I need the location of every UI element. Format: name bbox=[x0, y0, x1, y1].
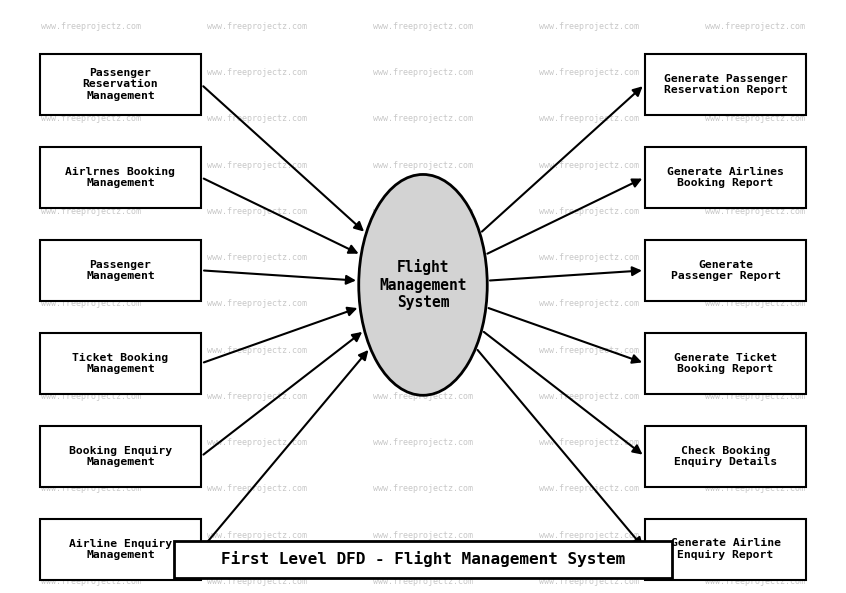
FancyBboxPatch shape bbox=[645, 333, 806, 394]
FancyBboxPatch shape bbox=[40, 426, 201, 487]
Text: Generate Airline
Enquiry Report: Generate Airline Enquiry Report bbox=[671, 538, 781, 560]
Text: www.freeprojectz.com: www.freeprojectz.com bbox=[539, 68, 639, 77]
Text: www.freeprojectz.com: www.freeprojectz.com bbox=[539, 299, 639, 308]
Text: www.freeprojectz.com: www.freeprojectz.com bbox=[705, 577, 805, 586]
Text: www.freeprojectz.com: www.freeprojectz.com bbox=[207, 531, 307, 540]
Text: www.freeprojectz.com: www.freeprojectz.com bbox=[207, 484, 307, 493]
Text: www.freeprojectz.com: www.freeprojectz.com bbox=[705, 438, 805, 447]
Text: www.freeprojectz.com: www.freeprojectz.com bbox=[41, 392, 141, 401]
Text: www.freeprojectz.com: www.freeprojectz.com bbox=[41, 22, 141, 31]
Text: Generate
Passenger Report: Generate Passenger Report bbox=[671, 260, 781, 281]
Text: www.freeprojectz.com: www.freeprojectz.com bbox=[539, 531, 639, 540]
Text: www.freeprojectz.com: www.freeprojectz.com bbox=[41, 114, 141, 123]
Text: www.freeprojectz.com: www.freeprojectz.com bbox=[373, 484, 473, 493]
Text: www.freeprojectz.com: www.freeprojectz.com bbox=[41, 577, 141, 586]
Text: www.freeprojectz.com: www.freeprojectz.com bbox=[705, 299, 805, 308]
Text: www.freeprojectz.com: www.freeprojectz.com bbox=[41, 438, 141, 447]
FancyBboxPatch shape bbox=[174, 541, 672, 578]
Text: www.freeprojectz.com: www.freeprojectz.com bbox=[41, 161, 141, 170]
Text: www.freeprojectz.com: www.freeprojectz.com bbox=[207, 346, 307, 355]
Text: Airline Enquiry
Management: Airline Enquiry Management bbox=[69, 538, 172, 560]
Text: www.freeprojectz.com: www.freeprojectz.com bbox=[207, 299, 307, 308]
Text: www.freeprojectz.com: www.freeprojectz.com bbox=[207, 253, 307, 262]
FancyBboxPatch shape bbox=[40, 147, 201, 208]
Text: Flight
Management
System: Flight Management System bbox=[379, 260, 467, 310]
Ellipse shape bbox=[359, 174, 487, 396]
Text: www.freeprojectz.com: www.freeprojectz.com bbox=[41, 253, 141, 262]
Text: www.freeprojectz.com: www.freeprojectz.com bbox=[41, 207, 141, 216]
Text: www.freeprojectz.com: www.freeprojectz.com bbox=[373, 346, 473, 355]
Text: www.freeprojectz.com: www.freeprojectz.com bbox=[705, 531, 805, 540]
Text: www.freeprojectz.com: www.freeprojectz.com bbox=[373, 114, 473, 123]
Text: www.freeprojectz.com: www.freeprojectz.com bbox=[539, 161, 639, 170]
FancyBboxPatch shape bbox=[645, 240, 806, 301]
Text: www.freeprojectz.com: www.freeprojectz.com bbox=[705, 68, 805, 77]
Text: Airlrnes Booking
Management: Airlrnes Booking Management bbox=[65, 167, 175, 188]
Text: www.freeprojectz.com: www.freeprojectz.com bbox=[539, 253, 639, 262]
FancyBboxPatch shape bbox=[40, 519, 201, 580]
Text: www.freeprojectz.com: www.freeprojectz.com bbox=[41, 299, 141, 308]
Text: Booking Enquiry
Management: Booking Enquiry Management bbox=[69, 445, 172, 467]
Text: www.freeprojectz.com: www.freeprojectz.com bbox=[207, 161, 307, 170]
Text: www.freeprojectz.com: www.freeprojectz.com bbox=[373, 22, 473, 31]
Text: www.freeprojectz.com: www.freeprojectz.com bbox=[705, 114, 805, 123]
FancyBboxPatch shape bbox=[40, 333, 201, 394]
Text: www.freeprojectz.com: www.freeprojectz.com bbox=[539, 114, 639, 123]
Text: www.freeprojectz.com: www.freeprojectz.com bbox=[41, 531, 141, 540]
Text: www.freeprojectz.com: www.freeprojectz.com bbox=[705, 22, 805, 31]
Text: Generate Airlines
Booking Report: Generate Airlines Booking Report bbox=[667, 167, 784, 188]
FancyBboxPatch shape bbox=[645, 426, 806, 487]
Text: www.freeprojectz.com: www.freeprojectz.com bbox=[41, 484, 141, 493]
Text: www.freeprojectz.com: www.freeprojectz.com bbox=[373, 438, 473, 447]
Text: www.freeprojectz.com: www.freeprojectz.com bbox=[207, 577, 307, 586]
Text: Generate Passenger
Reservation Report: Generate Passenger Reservation Report bbox=[664, 74, 788, 95]
Text: www.freeprojectz.com: www.freeprojectz.com bbox=[539, 22, 639, 31]
FancyBboxPatch shape bbox=[645, 54, 806, 115]
FancyBboxPatch shape bbox=[645, 519, 806, 580]
Text: www.freeprojectz.com: www.freeprojectz.com bbox=[207, 114, 307, 123]
Text: Generate Ticket
Booking Report: Generate Ticket Booking Report bbox=[674, 352, 777, 374]
Text: www.freeprojectz.com: www.freeprojectz.com bbox=[373, 161, 473, 170]
Text: www.freeprojectz.com: www.freeprojectz.com bbox=[539, 438, 639, 447]
Text: www.freeprojectz.com: www.freeprojectz.com bbox=[705, 161, 805, 170]
Text: Passenger
Management: Passenger Management bbox=[86, 260, 155, 281]
Text: www.freeprojectz.com: www.freeprojectz.com bbox=[207, 392, 307, 401]
Text: www.freeprojectz.com: www.freeprojectz.com bbox=[539, 346, 639, 355]
FancyBboxPatch shape bbox=[645, 147, 806, 208]
Text: www.freeprojectz.com: www.freeprojectz.com bbox=[373, 253, 473, 262]
Text: First Level DFD - Flight Management System: First Level DFD - Flight Management Syst… bbox=[221, 551, 625, 568]
Text: www.freeprojectz.com: www.freeprojectz.com bbox=[539, 577, 639, 586]
Text: Check Booking
Enquiry Details: Check Booking Enquiry Details bbox=[674, 445, 777, 467]
FancyBboxPatch shape bbox=[40, 54, 201, 115]
Text: www.freeprojectz.com: www.freeprojectz.com bbox=[705, 207, 805, 216]
Text: www.freeprojectz.com: www.freeprojectz.com bbox=[373, 392, 473, 401]
Text: www.freeprojectz.com: www.freeprojectz.com bbox=[207, 22, 307, 31]
Text: Ticket Booking
Management: Ticket Booking Management bbox=[72, 352, 168, 374]
Text: www.freeprojectz.com: www.freeprojectz.com bbox=[373, 577, 473, 586]
Text: www.freeprojectz.com: www.freeprojectz.com bbox=[539, 392, 639, 401]
Text: www.freeprojectz.com: www.freeprojectz.com bbox=[539, 484, 639, 493]
FancyBboxPatch shape bbox=[40, 240, 201, 301]
Text: www.freeprojectz.com: www.freeprojectz.com bbox=[705, 253, 805, 262]
Text: www.freeprojectz.com: www.freeprojectz.com bbox=[373, 207, 473, 216]
Text: www.freeprojectz.com: www.freeprojectz.com bbox=[373, 531, 473, 540]
Text: www.freeprojectz.com: www.freeprojectz.com bbox=[373, 68, 473, 77]
Text: www.freeprojectz.com: www.freeprojectz.com bbox=[705, 392, 805, 401]
Text: www.freeprojectz.com: www.freeprojectz.com bbox=[705, 346, 805, 355]
Text: www.freeprojectz.com: www.freeprojectz.com bbox=[41, 346, 141, 355]
Text: Passenger
Reservation
Management: Passenger Reservation Management bbox=[83, 68, 158, 101]
Text: www.freeprojectz.com: www.freeprojectz.com bbox=[373, 299, 473, 308]
Text: www.freeprojectz.com: www.freeprojectz.com bbox=[41, 68, 141, 77]
Text: www.freeprojectz.com: www.freeprojectz.com bbox=[539, 207, 639, 216]
Text: www.freeprojectz.com: www.freeprojectz.com bbox=[207, 207, 307, 216]
Text: www.freeprojectz.com: www.freeprojectz.com bbox=[705, 484, 805, 493]
Text: www.freeprojectz.com: www.freeprojectz.com bbox=[207, 68, 307, 77]
Text: www.freeprojectz.com: www.freeprojectz.com bbox=[207, 438, 307, 447]
